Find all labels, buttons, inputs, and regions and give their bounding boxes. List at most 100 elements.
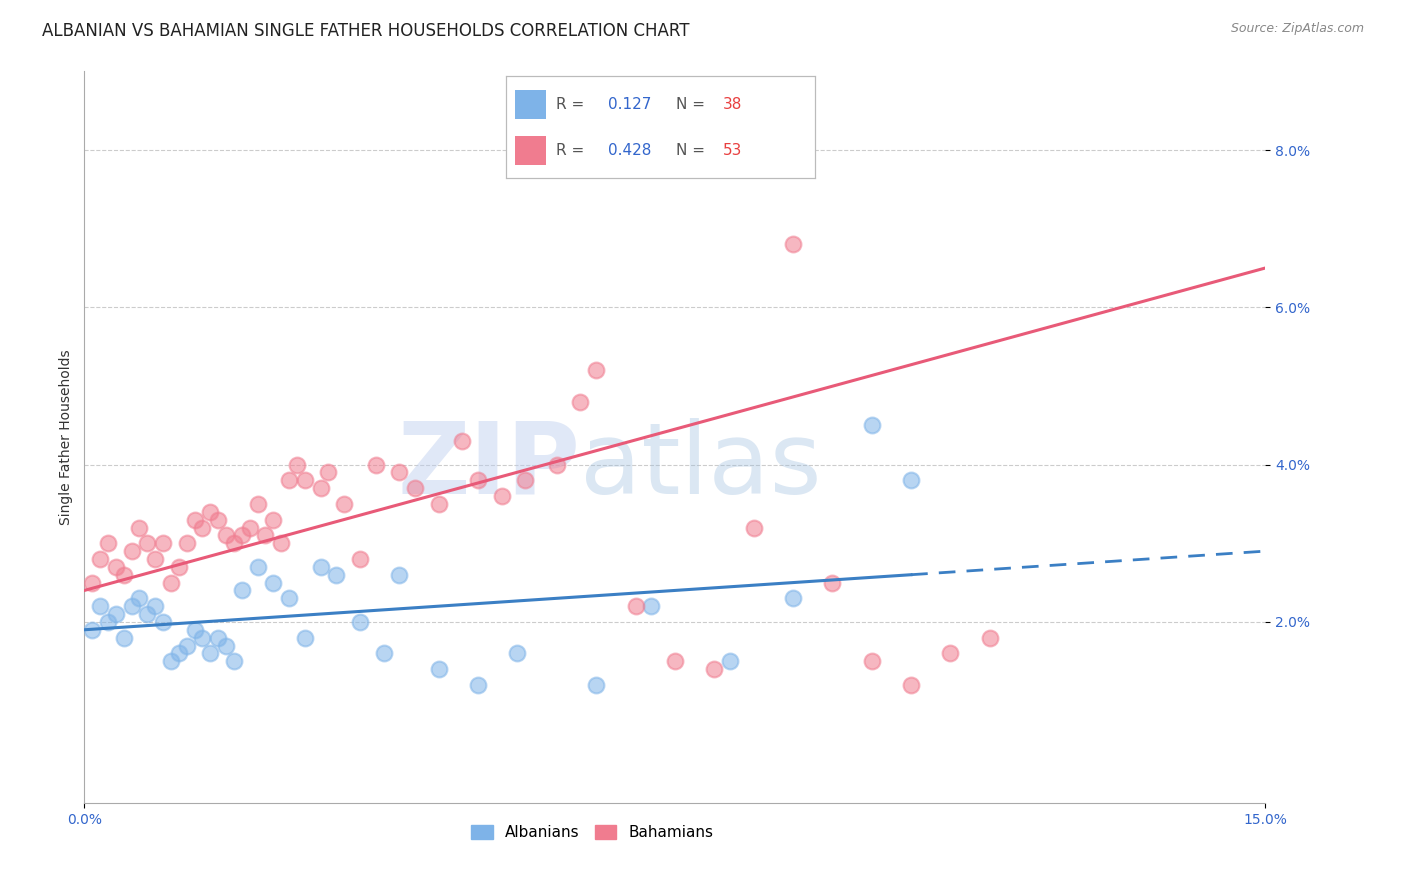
Point (222, 654, 245, 668)
Point (183, 513, 205, 527)
Point (136, 536, 159, 550)
Point (262, 513, 284, 527)
Point (97, 615, 120, 629)
Point (128, 591, 150, 606)
Y-axis label: Single Father Households: Single Father Households (59, 350, 73, 524)
Point (309, 559, 332, 574)
Point (664, 654, 686, 668)
Point (782, 237, 804, 252)
Point (821, 575, 844, 590)
Point (373, 646, 395, 660)
Point (82, 623, 104, 637)
Point (467, 473, 489, 487)
Point (215, 528, 238, 542)
Point (215, 639, 238, 653)
Text: N =: N = (676, 144, 710, 158)
Point (939, 646, 962, 660)
Point (333, 497, 356, 511)
Bar (516, 136, 547, 165)
Point (143, 599, 166, 614)
Point (585, 678, 607, 692)
Point (404, 481, 426, 495)
Text: atlas: atlas (581, 417, 823, 515)
Point (254, 528, 277, 542)
Text: N =: N = (676, 97, 710, 112)
Point (222, 536, 245, 550)
Point (703, 662, 725, 676)
Point (546, 458, 568, 472)
Point (451, 434, 474, 448)
Point (349, 615, 371, 629)
Point (104, 607, 127, 621)
Point (900, 473, 922, 487)
Point (191, 520, 214, 534)
Point (82, 575, 104, 590)
Point (624, 599, 647, 614)
Point (278, 591, 301, 606)
Point (860, 654, 883, 668)
Point (207, 513, 229, 527)
Point (121, 599, 143, 614)
Point (152, 536, 174, 550)
Point (309, 481, 332, 495)
Point (491, 489, 513, 503)
Point (585, 363, 607, 377)
Point (388, 466, 411, 480)
Text: ALBANIAN VS BAHAMIAN SINGLE FATHER HOUSEHOLDS CORRELATION CHART: ALBANIAN VS BAHAMIAN SINGLE FATHER HOUSE… (42, 22, 690, 40)
Point (262, 575, 284, 590)
Point (89, 599, 111, 614)
Point (270, 536, 292, 550)
Point (278, 473, 301, 487)
Point (97, 536, 120, 550)
Text: R =: R = (555, 97, 589, 112)
Legend: Albanians, Bahamians: Albanians, Bahamians (465, 819, 720, 847)
Point (467, 678, 489, 692)
Point (239, 520, 262, 534)
Point (569, 394, 592, 409)
Point (191, 631, 214, 645)
Point (364, 458, 387, 472)
Point (89, 552, 111, 566)
Point (200, 505, 222, 519)
Point (160, 575, 183, 590)
Point (160, 654, 183, 668)
Point (515, 473, 537, 487)
Point (742, 520, 765, 534)
Point (136, 607, 159, 621)
Point (318, 466, 340, 480)
Point (718, 654, 741, 668)
Point (294, 631, 316, 645)
Point (640, 599, 662, 614)
Point (294, 473, 316, 487)
Point (112, 567, 135, 582)
Point (176, 639, 198, 653)
Point (104, 559, 127, 574)
Text: 53: 53 (723, 144, 742, 158)
Point (200, 646, 222, 660)
Point (143, 552, 166, 566)
Point (112, 631, 135, 645)
Text: R =: R = (555, 144, 589, 158)
Text: Source: ZipAtlas.com: Source: ZipAtlas.com (1230, 22, 1364, 36)
Point (979, 631, 1001, 645)
Point (388, 567, 411, 582)
Point (176, 536, 198, 550)
Point (782, 591, 804, 606)
Point (427, 497, 450, 511)
Point (325, 567, 347, 582)
Text: ZIP: ZIP (398, 417, 581, 515)
Point (152, 615, 174, 629)
Bar (516, 90, 547, 119)
Point (506, 646, 529, 660)
Point (246, 497, 269, 511)
Point (860, 418, 883, 433)
Point (128, 520, 150, 534)
Point (167, 559, 190, 574)
Point (900, 678, 922, 692)
Text: 0.428: 0.428 (609, 144, 651, 158)
Point (231, 528, 253, 542)
Point (167, 646, 190, 660)
Point (121, 544, 143, 558)
Point (427, 662, 450, 676)
Point (246, 559, 269, 574)
